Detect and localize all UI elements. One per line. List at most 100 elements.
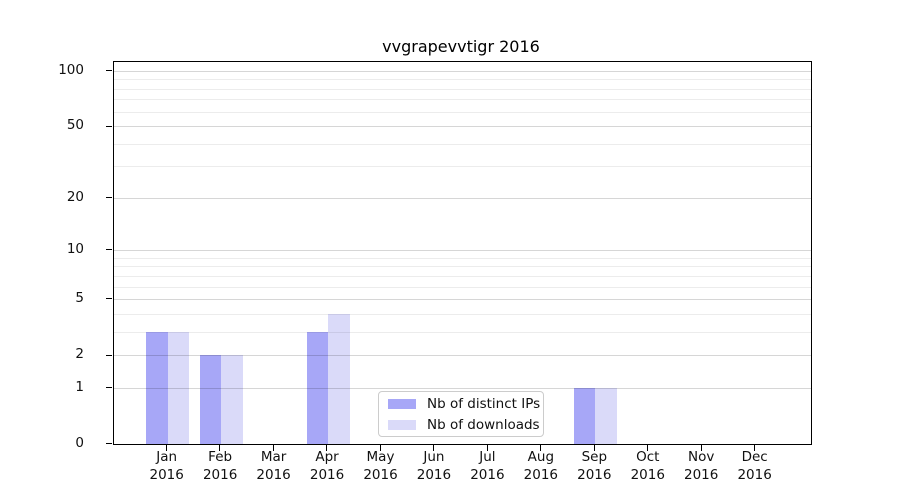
x-tick-year: 2016: [202, 467, 238, 483]
gridline-minor-70: [113, 99, 811, 101]
y-tick-label-10: 10: [66, 241, 84, 258]
legend-swatch-downloads: [388, 419, 416, 430]
y-tick-100: [106, 70, 112, 72]
gridline-major-5: [113, 299, 811, 301]
plot-area: [106, 61, 812, 445]
x-tick-label-may: May 2016: [363, 448, 397, 484]
legend-swatch-distinct-ips: [388, 398, 416, 409]
y-tick-5: [106, 298, 112, 300]
x-tick-sep: [593, 444, 595, 451]
legend: Nb of distinct IPs Nb of downloads: [378, 391, 544, 437]
y-tick-2: [106, 354, 112, 356]
x-tick-year: 2016: [523, 467, 559, 483]
gridline-major-1: [113, 387, 811, 389]
gridline-major-20: [113, 197, 811, 199]
x-tick-month: Aug: [527, 449, 555, 465]
x-tick-label-jan: Jan 2016: [150, 448, 184, 484]
x-tick-label-dec: Dec 2016: [737, 448, 771, 484]
x-tick-year: 2016: [149, 467, 184, 483]
x-tick-label-apr: Apr 2016: [310, 448, 344, 484]
x-tick-month: Nov: [688, 449, 715, 465]
gridline-minor-4: [113, 313, 811, 315]
x-tick-nov: [700, 444, 702, 451]
legend-label-distinct-ips: Nb of distinct IPs: [427, 395, 541, 412]
x-tick-dec: [753, 444, 755, 451]
y-tick-label-1: 1: [75, 378, 84, 395]
y-tick-label-2: 2: [75, 346, 84, 363]
x-tick-year: 2016: [309, 467, 345, 483]
gridline-minor-7: [113, 275, 811, 277]
y-tick-label-50: 50: [66, 117, 84, 134]
x-tick-year: 2016: [363, 467, 398, 483]
y-tick-50: [106, 125, 112, 127]
legend-item-distinct-ips: Nb of distinct IPs: [379, 395, 543, 412]
gridline-major-100: [113, 70, 811, 72]
x-tick-year: 2016: [577, 467, 612, 483]
bar-downloads-apr: [328, 313, 350, 444]
x-tick-year: 2016: [684, 467, 719, 483]
x-tick-may: [379, 444, 381, 451]
x-tick-month: Dec: [741, 449, 768, 465]
x-tick-month: Jun: [423, 449, 445, 465]
x-tick-label-jun: Jun 2016: [417, 448, 451, 484]
gridline-major-10: [113, 250, 811, 252]
gridline-minor-90: [113, 79, 811, 81]
gridline-major-50: [113, 126, 811, 128]
x-tick-month: Feb: [208, 449, 233, 465]
y-tick-0: [106, 443, 112, 445]
x-tick-month: Mar: [260, 449, 287, 465]
x-tick-jun: [433, 444, 435, 451]
x-tick-year: 2016: [256, 467, 291, 483]
y-tick-label-20: 20: [66, 188, 84, 205]
y-tick-label-100: 100: [58, 61, 84, 78]
x-tick-apr: [326, 444, 328, 451]
x-tick-aug: [540, 444, 542, 451]
gridline-minor-30: [113, 166, 811, 168]
gridline-minor-40: [113, 143, 811, 145]
x-tick-year: 2016: [737, 467, 772, 483]
x-tick-mar: [272, 444, 274, 451]
gridline-minor-8: [113, 266, 811, 268]
bar-distinct-ips-apr: [306, 331, 329, 444]
x-tick-year: 2016: [630, 467, 665, 483]
y-tick-20: [106, 197, 112, 199]
gridline-minor-9: [113, 257, 811, 259]
x-tick-label-jul: Jul 2016: [470, 448, 504, 484]
x-tick-label-nov: Nov 2016: [684, 448, 718, 484]
y-tick-label-5: 5: [75, 290, 84, 307]
bar-distinct-ips-feb: [199, 355, 222, 444]
x-tick-month: Jan: [156, 449, 178, 465]
bar-downloads-sep: [595, 387, 617, 444]
x-tick-oct: [647, 444, 649, 451]
x-tick-jul: [486, 444, 488, 451]
bar-downloads-feb: [221, 355, 243, 444]
legend-item-downloads: Nb of downloads: [379, 416, 543, 433]
y-tick-label-0: 0: [75, 435, 84, 451]
x-tick-feb: [219, 444, 221, 451]
x-tick-label-feb: Feb 2016: [203, 448, 237, 484]
legend-label-downloads: Nb of downloads: [427, 416, 540, 433]
x-tick-year: 2016: [416, 467, 452, 483]
chart-title: vvgrapevvtigr 2016: [382, 37, 540, 56]
y-tick-10: [106, 249, 112, 251]
x-tick-label-oct: Oct 2016: [631, 448, 665, 484]
x-tick-label-aug: Aug 2016: [524, 448, 558, 484]
x-tick-label-mar: Mar 2016: [256, 448, 290, 484]
y-tick-1: [106, 387, 112, 389]
bar-distinct-ips-sep: [573, 387, 596, 444]
gridline-minor-80: [113, 88, 811, 90]
x-tick-month: May: [366, 449, 395, 465]
x-tick-month: Oct: [636, 449, 660, 465]
gridline-major-2: [113, 355, 811, 357]
gridline-minor-6: [113, 286, 811, 288]
x-tick-month: Sep: [581, 449, 608, 465]
x-tick-month: Apr: [315, 449, 339, 465]
x-tick-jan: [166, 444, 167, 451]
bar-distinct-ips-jan: [146, 331, 168, 444]
gridline-minor-60: [113, 111, 811, 113]
x-tick-year: 2016: [470, 467, 505, 483]
x-tick-label-sep: Sep 2016: [577, 448, 611, 484]
gridline-minor-3: [113, 331, 811, 333]
bar-downloads-jan: [167, 331, 190, 444]
